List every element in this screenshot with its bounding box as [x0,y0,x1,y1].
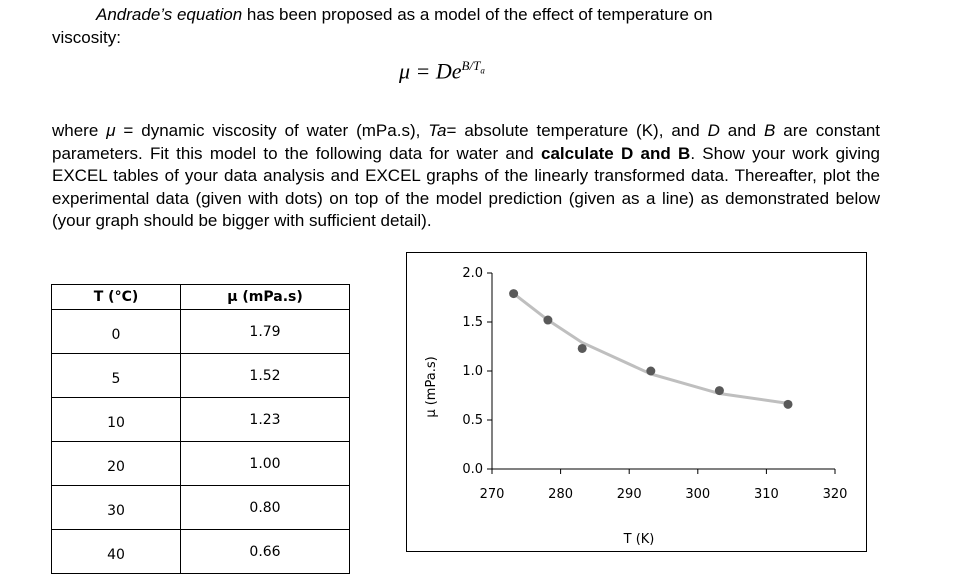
x-tick-label: 290 [617,487,642,502]
formula-exponent: B/Ta [461,58,485,76]
y-tick-label: 1.0 [462,364,483,379]
y-axis-label: μ (mPa.s) [424,356,439,417]
intro-text: has been proposed as a model of the effe… [242,5,713,24]
x-axis-label: T (K) [623,532,655,547]
y-ticks: 0.0 0.5 1.0 1.5 2.0 [462,266,492,477]
x-tick-label: 280 [548,487,573,502]
intro-line-1: Andrade’s equation has been proposed as … [52,4,880,27]
table-row: 40 0.66 [51,529,350,574]
chart-svg: 0.0 0.5 1.0 1.5 2.0 270 280 290 300 310 320 T (K)… [424,266,848,547]
y-tick-label: 2.0 [462,266,483,281]
header-temperature: T (°C) [51,284,181,310]
instructions-paragraph: where μ = dynamic viscosity of water (mP… [52,121,880,230]
y-tick-label: 1.5 [462,315,483,330]
data-point [543,315,553,325]
header-viscosity: μ (mPa.s) [180,284,350,310]
table-row: 10 1.23 [51,397,350,442]
equation-name: Andrade’s equation [96,5,243,24]
y-tick-label: 0.5 [462,413,483,428]
table-row: 5 1.52 [51,353,350,398]
formula-base: e [451,58,462,84]
table-row: 20 1.00 [51,441,350,486]
x-tick-label: 300 [685,487,710,502]
bold-instruction: calculate D and B [541,143,691,163]
table-row: 30 0.80 [51,485,350,530]
data-table: T (°C) μ (mPa.s) 0 1.79 5 1.52 10 1.23 20 1.… [51,284,350,574]
y-tick-label: 0.0 [462,462,483,477]
x-tick-label: 320 [823,487,848,502]
table-row: 0 1.79 [51,309,350,354]
x-tick-label: 310 [754,487,779,502]
x-ticks: 270 280 290 300 310 320 [480,469,848,502]
intro-line-2: viscosity: [52,27,121,47]
data-point [646,366,656,376]
data-point [509,289,519,299]
data-point [714,386,724,396]
formula-lhs: μ = D [399,58,452,84]
intro-paragraph: Andrade’s equation has been proposed as … [52,4,880,49]
model-line [512,292,789,405]
table-header-row: T (°C) μ (mPa.s) [51,284,350,310]
viscosity-chart: 0.0 0.5 1.0 1.5 2.0 270 280 290 300 310 320 T (K)… [406,252,867,552]
andrade-formula: μ = DeB/Ta [399,58,485,84]
data-point [783,399,793,409]
data-point [577,343,587,353]
data-points [509,289,793,409]
x-tick-label: 270 [480,487,505,502]
